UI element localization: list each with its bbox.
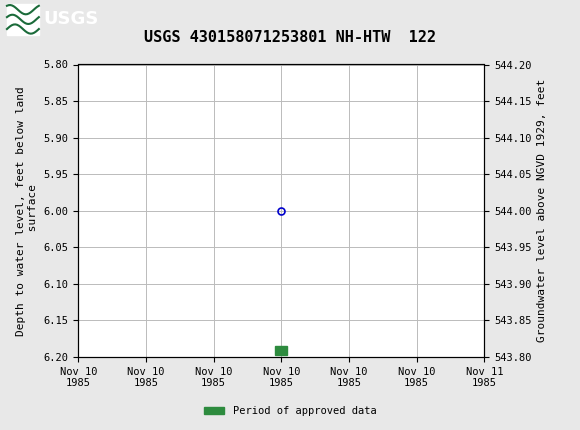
Text: USGS: USGS [44,10,99,28]
Y-axis label: Depth to water level, feet below land
 surface: Depth to water level, feet below land su… [16,86,38,335]
Text: USGS 430158071253801 NH-HTW  122: USGS 430158071253801 NH-HTW 122 [144,30,436,45]
Y-axis label: Groundwater level above NGVD 1929, feet: Groundwater level above NGVD 1929, feet [537,79,547,342]
Bar [275,346,287,356]
Legend: Period of approved data: Period of approved data [200,402,380,421]
FancyBboxPatch shape [7,4,39,35]
